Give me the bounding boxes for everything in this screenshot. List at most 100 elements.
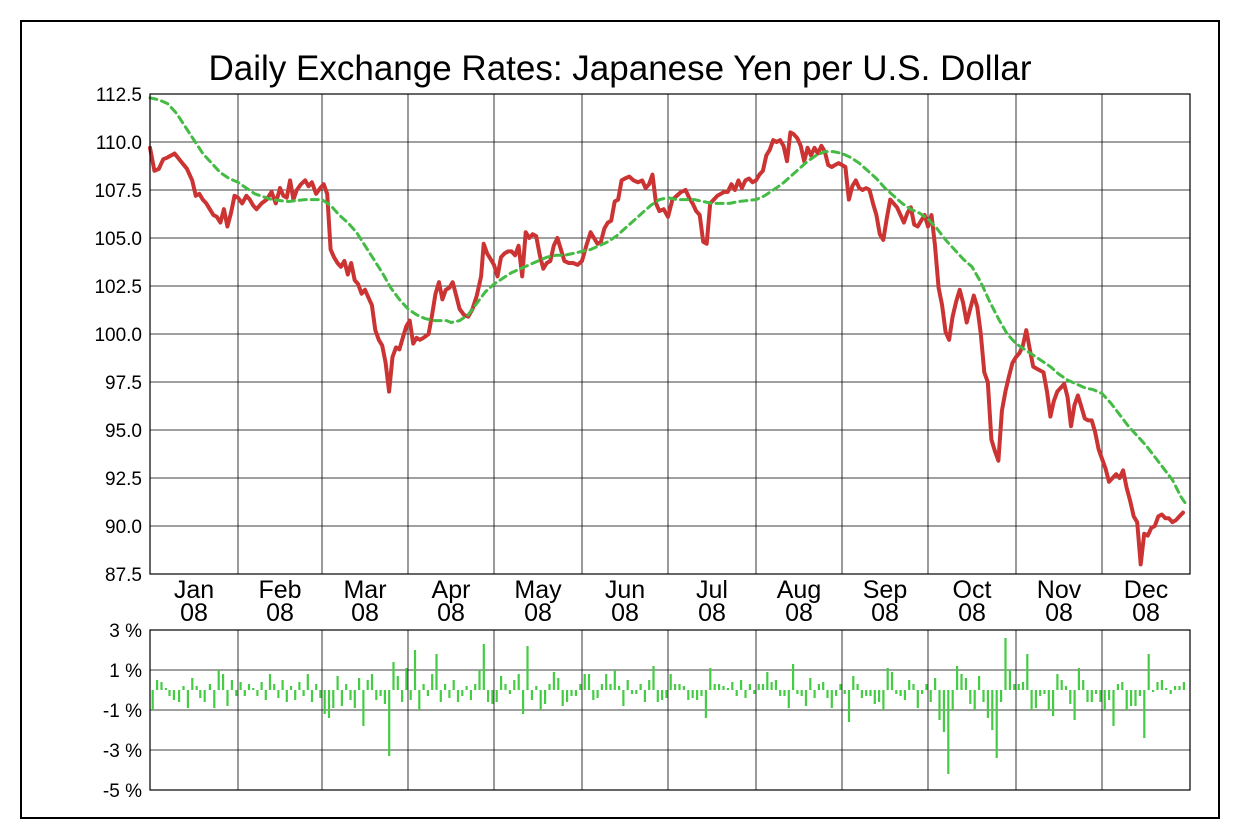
change-bar [726,688,729,690]
change-bar [1013,684,1016,690]
change-bar [886,668,889,690]
change-bar [435,654,438,690]
change-bar [813,690,816,698]
change-bar [504,684,507,690]
change-bar [596,690,599,698]
change-bar [613,670,616,690]
change-bar [1182,682,1185,690]
change-bar [687,690,690,700]
change-bar [268,674,272,690]
change-bar [1064,686,1068,690]
change-bar [873,690,876,704]
main-y-tick-labels: 112.5 110.0 107.5 105.0 102.5 100.0 97.5 95.0 92… [94,85,142,586]
change-bar [605,674,608,690]
change-bar [1004,638,1007,690]
change-bar [1082,680,1085,690]
change-bar [882,690,885,710]
change-bar [1121,682,1124,690]
change-bar [508,690,511,694]
main-y-tick-label: 95.0 [105,421,142,442]
change-bar [942,690,945,732]
change-bar [1116,684,1119,690]
change-bar [792,664,795,690]
change-bar [835,690,838,696]
change-bar [353,690,356,708]
change-bar [982,690,985,702]
change-bar [731,682,734,690]
change-bar [691,690,694,698]
change-bar [530,690,533,700]
change-bar [281,680,284,690]
change-bar [779,690,782,696]
change-bar [704,690,707,718]
change-bar [448,690,451,698]
change-bar [1178,686,1181,690]
change-bar [340,690,343,706]
change-bar [1060,680,1063,690]
change-bar [916,690,919,708]
change-bar [830,690,833,708]
year-label: 08 [437,599,465,627]
year-label: 08 [785,599,813,627]
chart-title: Daily Exchange Rates: Japanese Yen per U… [209,49,1032,88]
change-bar [735,690,738,696]
change-bar [379,690,382,696]
year-label: 08 [611,599,639,627]
change-bar [418,690,421,710]
change-bar [934,678,937,690]
change-bar [213,690,216,708]
change-bar [298,682,301,690]
month-label: Jul [696,576,728,604]
year-label: 08 [1132,599,1160,627]
change-bar [289,686,293,690]
change-bar [696,690,699,700]
change-bar [191,678,194,690]
change-bar [226,690,229,706]
change-bar [465,686,468,690]
change-bar [1147,654,1150,690]
change-bar [306,674,309,690]
change-bar [500,676,503,690]
change-bar [461,690,464,696]
month-label: Apr [432,576,471,604]
change-chart-bars [151,638,1185,774]
change-bar [1174,686,1177,690]
change-bar [1000,690,1003,702]
change-bar [208,684,211,690]
change-bar [951,690,954,710]
change-bar [938,690,941,720]
change-bar [178,690,181,702]
change-bar [332,690,335,708]
change-bar [247,684,251,690]
change-bar [1125,690,1128,710]
change-bar [160,682,163,690]
change-bar [252,688,255,690]
change-bar [456,690,460,702]
change-bar [852,676,855,690]
change-bar [740,680,743,690]
change-bar [1077,668,1080,690]
change-bar [478,670,481,690]
change-bar [787,690,790,708]
change-y-tick-label: 1 % [109,661,142,682]
month-label: Aug [777,576,821,604]
change-bar [168,690,171,696]
main-chart-series [148,96,1188,567]
change-bar [1030,690,1033,710]
main-y-tick-label: 92.5 [105,469,142,490]
month-label: Dec [1124,576,1168,604]
change-bar [718,684,721,690]
change-bar [1156,682,1159,690]
change-bar [635,690,638,694]
change-bar [1090,690,1093,702]
change-bar [1043,690,1046,694]
change-bar [713,684,716,690]
change-bar [444,684,447,690]
change-bar [809,678,812,690]
change-bar [323,690,326,714]
change-bar [761,684,765,690]
change-bar [1112,690,1115,726]
change-bar [235,690,238,696]
change-bar [630,690,634,694]
